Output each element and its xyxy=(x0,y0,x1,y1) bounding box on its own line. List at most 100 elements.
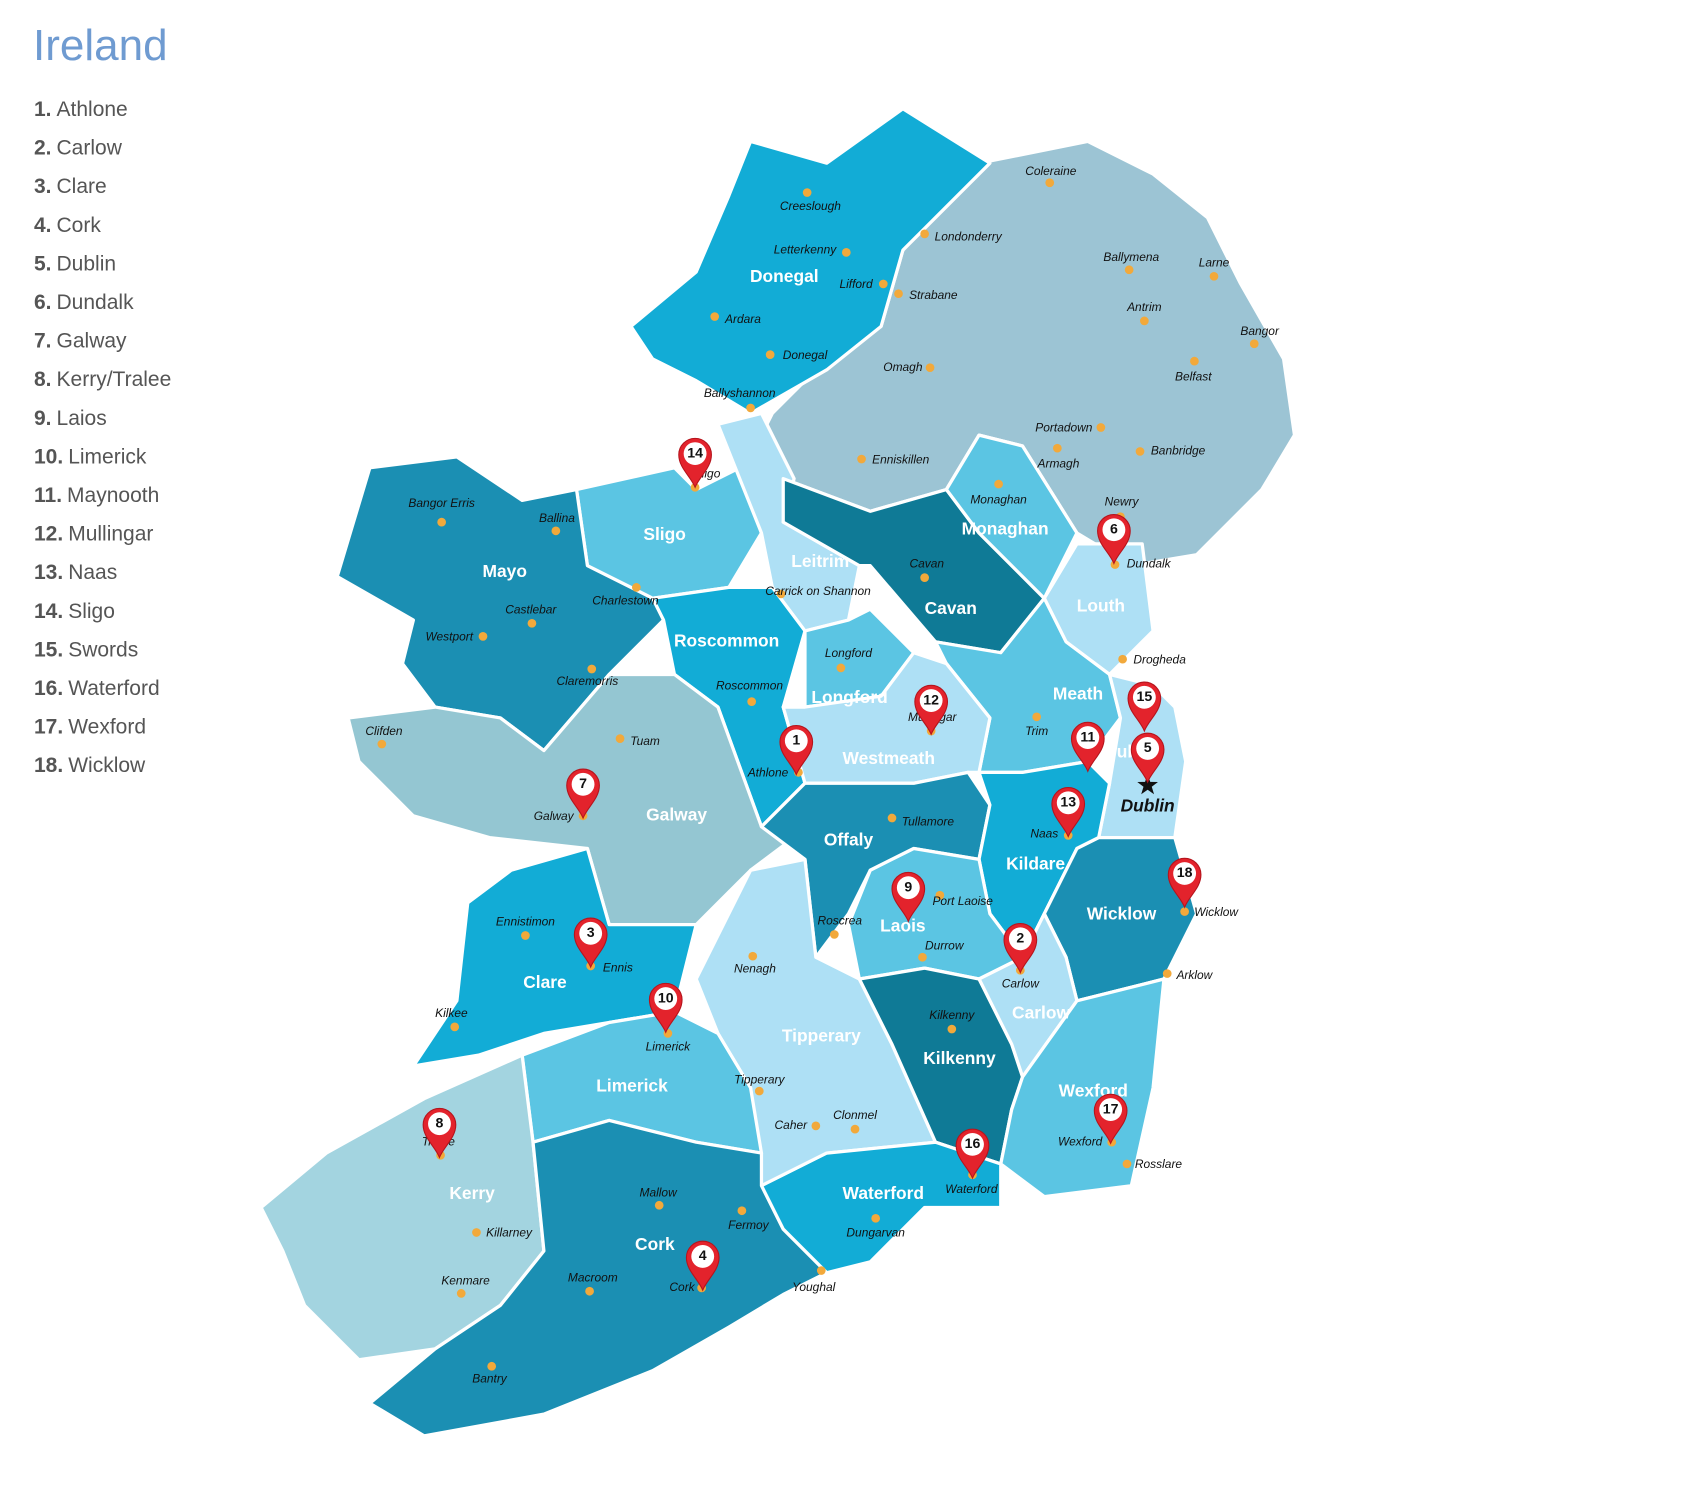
town-label: Killarney xyxy=(486,1226,533,1240)
marker[interactable]: 3 xyxy=(573,917,608,969)
county-label: Meath xyxy=(1053,684,1103,704)
legend-number: 14. xyxy=(34,600,63,623)
legend-name: Athlone xyxy=(57,98,128,121)
town-dot xyxy=(710,312,720,321)
marker[interactable]: 12 xyxy=(914,684,949,736)
town-dot xyxy=(776,589,786,599)
marker[interactable]: 18 xyxy=(1167,857,1202,909)
marker[interactable]: 15 xyxy=(1127,681,1162,733)
capital-star xyxy=(1137,774,1158,795)
marker[interactable]: 5 xyxy=(1130,732,1165,784)
marker-center xyxy=(1132,685,1156,709)
town-dot xyxy=(747,697,757,706)
marker-label: 6 xyxy=(1110,520,1118,536)
marker[interactable]: 8 xyxy=(422,1107,457,1159)
town-label: Clonmel xyxy=(833,1108,877,1122)
county-label: Kildare xyxy=(1006,853,1065,873)
marker[interactable]: 13 xyxy=(1051,787,1086,838)
marker-label: 17 xyxy=(1103,1100,1119,1116)
legend-number: 5. xyxy=(34,252,52,275)
legend-item: 7. Galway xyxy=(34,330,127,353)
town-label: Waterford xyxy=(945,1182,998,1196)
town-label: Fermoy xyxy=(728,1218,770,1232)
marker[interactable]: 11 xyxy=(1070,721,1105,773)
town-label: Londonderry xyxy=(935,229,1003,243)
legend-item: 4. Cork xyxy=(34,214,101,237)
town-label: Drogheda xyxy=(1133,652,1186,666)
marker[interactable]: 16 xyxy=(955,1128,990,1180)
county xyxy=(368,1118,829,1438)
town-dot xyxy=(521,931,530,940)
marker-center xyxy=(1102,518,1126,542)
town-dot xyxy=(1096,423,1106,432)
legend-name: Naas xyxy=(68,561,117,584)
town-label: Clifden xyxy=(365,724,403,738)
town-label: Youghal xyxy=(792,1280,836,1294)
town-dot xyxy=(857,454,866,464)
legend-number: 4. xyxy=(34,214,52,237)
town-label: Letterkenny xyxy=(774,242,837,256)
town-dot xyxy=(1124,265,1134,275)
town-label: Longford xyxy=(825,646,873,660)
town-dot xyxy=(925,363,935,373)
town-dot xyxy=(487,1361,497,1371)
marker-center xyxy=(784,729,808,753)
town-dot xyxy=(1162,969,1172,978)
town-dot xyxy=(811,1121,821,1131)
legend-name: Mullingar xyxy=(68,523,153,546)
town-dot xyxy=(920,229,929,239)
marker[interactable]: 1 xyxy=(779,725,814,776)
marker[interactable]: 9 xyxy=(891,871,926,923)
town-dot xyxy=(1110,560,1120,569)
town-dot xyxy=(437,517,446,527)
town-dot xyxy=(1052,443,1062,453)
county-label: Kilkenny xyxy=(923,1048,996,1068)
town-label: Tullamore xyxy=(902,815,955,829)
marker[interactable]: 17 xyxy=(1093,1093,1128,1145)
town-label: Banbridge xyxy=(1151,444,1206,458)
marker-center xyxy=(571,772,595,796)
legend-item: 9. Laios xyxy=(34,407,107,430)
county-label: Leitrim xyxy=(791,551,849,571)
town-label: Enniskillen xyxy=(872,452,929,466)
town-label: Rosslare xyxy=(1135,1157,1183,1171)
town-dot xyxy=(377,739,387,749)
legend-item: 17. Wexford xyxy=(34,716,146,739)
towns: Coleraine Creeslough Londonderry Letterkenn… xyxy=(365,164,1280,1385)
county-label: Westmeath xyxy=(842,748,934,768)
legend-number: 12. xyxy=(34,523,63,546)
legend-item: 13. Naas xyxy=(34,561,117,584)
town-label: Naas xyxy=(1030,826,1058,840)
marker-label: 16 xyxy=(965,1135,981,1151)
legend-item: 1. Athlone xyxy=(34,98,128,121)
town-label: Arklow xyxy=(1175,968,1213,982)
town-dot xyxy=(816,1266,826,1275)
marker[interactable]: 4 xyxy=(685,1240,720,1292)
marker[interactable]: 14 xyxy=(678,437,712,489)
land xyxy=(259,107,1297,1438)
marker-label: 8 xyxy=(436,1114,444,1130)
marker-label: 13 xyxy=(1060,794,1076,810)
marker-center xyxy=(1056,791,1080,815)
town-dot xyxy=(836,663,846,673)
town-dot xyxy=(887,813,897,823)
town-dot xyxy=(878,279,888,289)
county-label: Clare xyxy=(523,972,567,992)
town-dot xyxy=(1190,356,1199,366)
town-dot xyxy=(450,1022,460,1032)
town-label: Strabane xyxy=(909,288,958,302)
legend-name: Waterford xyxy=(68,677,159,700)
county xyxy=(629,107,992,415)
town-label: Charlestown xyxy=(592,594,659,608)
legend-name: Sligo xyxy=(68,600,115,623)
map-content: Donegal Sligo Mayo Leitrim Cavan Monaghan Lout… xyxy=(259,107,1297,1438)
marker[interactable]: 10 xyxy=(648,982,683,1034)
marker[interactable]: 2 xyxy=(1003,923,1038,974)
marker[interactable]: 6 xyxy=(1097,513,1131,565)
legend-item: 11. Maynooth xyxy=(34,484,159,507)
marker-label: 12 xyxy=(923,691,939,707)
town-label: Newry xyxy=(1105,495,1140,509)
marker[interactable]: 7 xyxy=(566,768,600,820)
